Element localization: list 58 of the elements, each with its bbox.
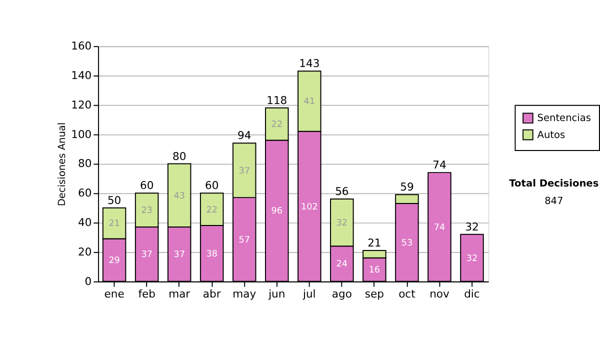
data-label: 53 [401,238,413,248]
total-label: 21 [368,236,382,250]
legend-label: Autos [537,130,566,141]
y-tick-label: 140 [71,68,92,82]
data-label: 43 [174,191,185,202]
x-tick-label: dic [464,288,480,301]
y-tick-label: 60 [78,186,92,200]
data-label: 37 [174,250,185,260]
x-tick-label: abr [202,288,222,301]
data-label: 23 [141,206,152,216]
data-label: 29 [108,256,120,266]
y-tick-label: 80 [78,157,92,170]
y-tick-label: 160 [71,40,92,53]
data-label: 57 [238,235,250,246]
data-label: 22 [206,205,218,216]
total-label: 143 [299,57,320,70]
data-label: 38 [206,249,218,260]
data-label: 22 [271,120,282,130]
x-tick-label: feb [138,288,156,301]
x-tick-label: ago [332,288,352,301]
text: Total Decisiones [509,178,599,190]
x-tick-label: mar [168,288,191,301]
total-label: 59 [400,180,414,194]
data-label: 32 [336,218,348,229]
x-tick-label: ene [104,288,125,301]
x-tick-label: may [232,288,257,301]
total-label: 118 [266,94,288,107]
y-tick-label: 0 [84,274,92,288]
data-label: 37 [238,166,250,176]
data-label: 102 [300,202,318,212]
data-label: 37 [141,250,152,260]
total-label: 32 [465,220,479,234]
total-label: 80 [172,150,186,163]
x-tick-label: oct [398,288,416,301]
x-tick-label: jun [268,288,286,301]
x-tick-label: sep [364,288,384,301]
data-label: 74 [434,222,446,233]
y-tick-label: 20 [78,245,92,258]
total-label: 60 [204,179,219,192]
total-label: 60 [140,179,154,192]
total-label: 50 [107,194,122,207]
text: 847 [544,196,564,207]
data-label: 41 [304,97,316,108]
total-label: 94 [238,129,252,142]
y-axis-title: Decisiones Anual [57,122,68,206]
data-label: 96 [271,206,283,217]
data-label: 16 [368,266,380,276]
data-label: 32 [466,254,478,264]
data-label: 21 [108,219,120,230]
total-label: 56 [335,185,349,198]
x-tick-label: nov [430,288,450,301]
data-label: 24 [336,260,348,270]
legend-label: Sentencias [537,113,592,124]
total-label: 74 [432,158,446,172]
y-tick-label: 40 [78,216,92,229]
x-tick-label: jul [302,288,316,301]
y-tick-label: 120 [71,98,92,112]
y-tick-label: 100 [71,128,92,141]
